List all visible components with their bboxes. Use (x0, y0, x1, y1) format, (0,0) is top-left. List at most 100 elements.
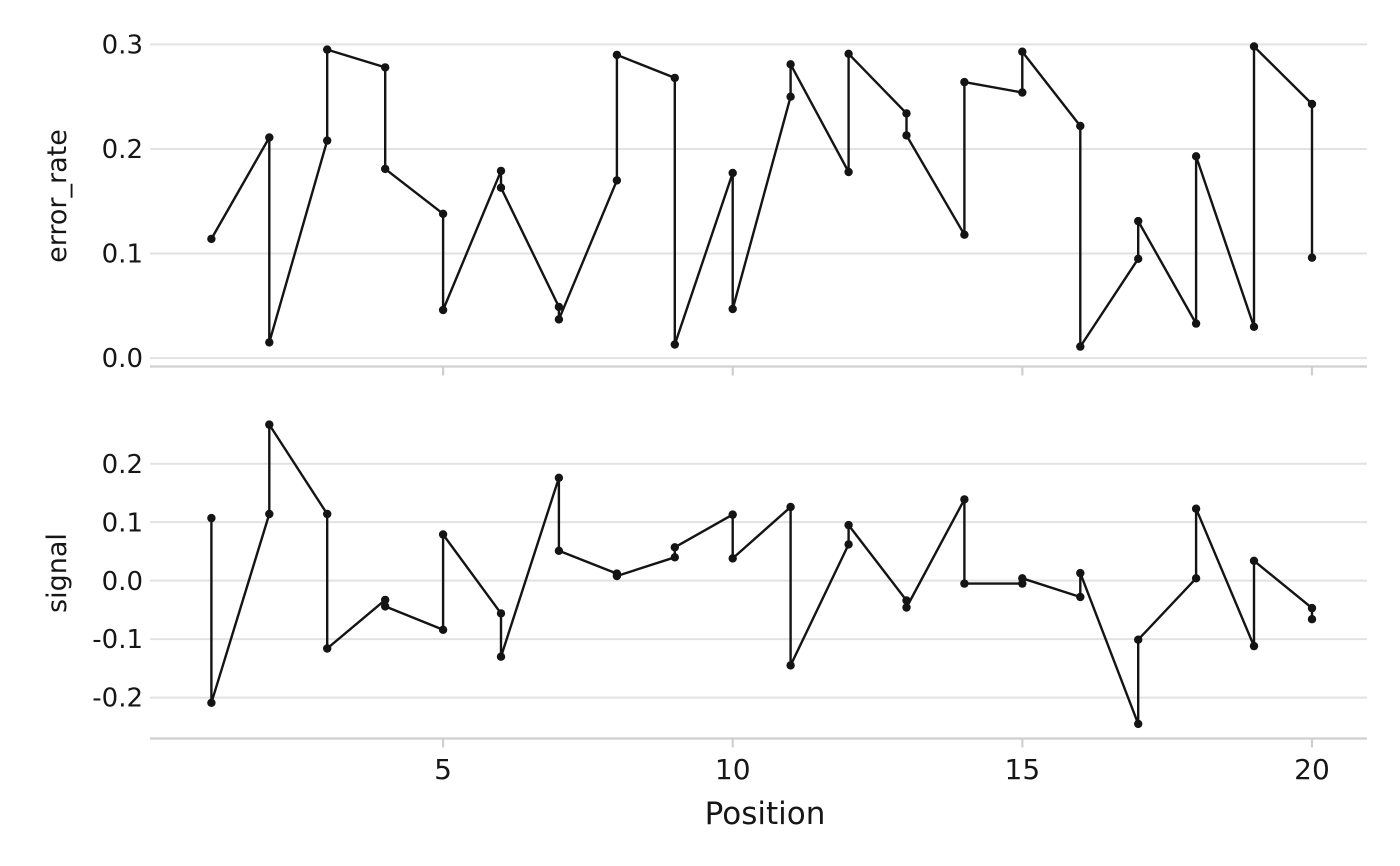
signal-point (786, 502, 795, 512)
signal-point (1307, 615, 1317, 624)
signal-point (902, 596, 911, 605)
signal-point (1191, 574, 1201, 583)
y-tick-label-0.1: 0.1 (102, 508, 143, 538)
signal-point (1076, 592, 1085, 602)
error_rate-point (1018, 47, 1027, 56)
error_rate-point (728, 304, 737, 314)
panels-group: 0.0 0.1 0.2 0.3 -0.2 -0.1 0.0 0.1 0.2 5 10 15 20 (92, 31, 1367, 786)
error_rate-point (496, 183, 506, 192)
error_rate-point (1191, 152, 1201, 161)
panel-error_rate: 0.0 0.1 0.2 0.3 (102, 31, 1367, 376)
signal-point (265, 509, 274, 519)
y-tick-label--0.1: -0.1 (92, 625, 143, 655)
signal-point (323, 644, 332, 653)
signal-point (960, 579, 969, 588)
error_rate-point (960, 230, 969, 239)
error_rate-point (1249, 42, 1259, 51)
signal-point (1018, 574, 1027, 583)
y-tick-label--0.2: -0.2 (92, 684, 143, 714)
signal-point (670, 543, 679, 552)
signal-point (554, 546, 564, 555)
signal-point (496, 652, 506, 661)
y-tick-label-0.1: 0.1 (102, 240, 143, 270)
x-tick-label-10: 10 (715, 753, 751, 786)
error_rate-point (381, 63, 390, 72)
y-tick-label-0.2: 0.2 (102, 450, 143, 480)
error_rate-point (1307, 99, 1317, 109)
signal-point (265, 420, 274, 429)
y-tick-label-0.3: 0.3 (102, 31, 143, 61)
error_rate-point (1191, 319, 1201, 328)
error_rate-point (207, 234, 216, 244)
signal-point (381, 595, 390, 605)
signal-point (1249, 641, 1259, 651)
signal-point (844, 540, 853, 549)
signal-point (960, 495, 969, 504)
signal-point (844, 520, 853, 530)
error_rate-point (323, 136, 332, 145)
error_rate-line (210, 45, 1314, 348)
signal-point (1134, 635, 1143, 644)
x-tick-label-5: 5 (434, 753, 452, 786)
signal-point (728, 510, 737, 519)
error_rate-point (1018, 88, 1027, 97)
error_rate-point (786, 60, 795, 69)
signal-line (210, 423, 1314, 726)
x-axis-title: Position (705, 796, 826, 832)
error_rate-point (902, 131, 911, 140)
error_rate-point (1134, 216, 1143, 226)
error_rate-point (844, 49, 853, 58)
error_rate-point (960, 77, 969, 87)
signal-point (902, 603, 911, 612)
panel-signal: -0.2 -0.1 0.0 0.1 0.2 (92, 420, 1367, 748)
signal-point (786, 661, 795, 670)
signal-point (1191, 504, 1201, 513)
signal-point (1134, 719, 1143, 729)
error_rate-point (844, 167, 853, 177)
error_rate-point (1076, 121, 1085, 131)
signal-point (728, 554, 737, 563)
error_rate-point (1076, 342, 1085, 351)
signal-point (438, 625, 448, 634)
signal-point (381, 602, 390, 611)
error_rate-point (381, 164, 390, 174)
error_rate-point (1307, 253, 1317, 262)
error_rate-point (612, 176, 622, 185)
signal-point (438, 530, 448, 539)
error_rate-point (438, 305, 448, 315)
x-tick-label-15: 15 (1005, 753, 1041, 786)
error_rate-point (1249, 322, 1259, 331)
error_rate-point (612, 50, 622, 60)
error_rate-point (902, 109, 911, 118)
error_rate-point (554, 302, 564, 312)
signal-point (554, 473, 564, 482)
signal-point (1307, 603, 1317, 613)
y-tick-label-0.0: 0.0 (102, 567, 143, 597)
signal-point (207, 698, 216, 707)
error_rate-point (670, 340, 679, 349)
error_rate-point (265, 133, 274, 142)
signal-point (670, 553, 679, 562)
error_rate-point (265, 338, 274, 347)
y-axis-title-error-rate: error_rate (42, 129, 73, 263)
signal-point (207, 513, 216, 523)
signal-point (612, 571, 622, 581)
error_rate-point (670, 73, 679, 83)
error_rate-point (728, 168, 737, 178)
error_rate-point (496, 166, 506, 176)
error_rate-point (554, 315, 564, 324)
error_rate-point (323, 45, 332, 54)
signal-point (1249, 556, 1259, 565)
error_rate-point (438, 209, 448, 218)
y-tick-label-0.2: 0.2 (102, 135, 143, 165)
error_rate-point (1134, 254, 1143, 263)
signal-point (1076, 568, 1085, 578)
signal-point (323, 509, 332, 519)
signal-point (496, 609, 506, 618)
error_rate-point (786, 92, 795, 101)
y-axis-title-signal: signal (42, 533, 73, 613)
y-tick-label-0.0: 0.0 (102, 344, 143, 374)
x-tick-label-20: 20 (1294, 753, 1330, 786)
